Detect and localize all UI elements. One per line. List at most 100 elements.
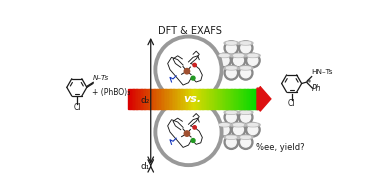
Bar	[156, 89, 158, 109]
Bar	[239, 89, 241, 109]
Bar	[238, 89, 240, 109]
Bar	[173, 89, 175, 109]
Bar	[198, 89, 200, 109]
Circle shape	[246, 122, 260, 137]
Bar	[228, 89, 230, 109]
Circle shape	[219, 125, 229, 135]
Circle shape	[156, 36, 222, 103]
Text: DFT & EXAFS: DFT & EXAFS	[158, 26, 222, 36]
Ellipse shape	[238, 66, 253, 70]
Bar	[196, 89, 198, 109]
Bar	[204, 89, 206, 109]
Ellipse shape	[233, 54, 244, 57]
Bar	[201, 89, 203, 109]
Ellipse shape	[226, 111, 236, 114]
Bar	[133, 89, 135, 109]
Bar	[128, 89, 131, 109]
Bar	[180, 89, 182, 109]
Ellipse shape	[238, 110, 253, 114]
Bar	[206, 89, 207, 109]
Bar	[222, 89, 224, 109]
Ellipse shape	[224, 66, 238, 70]
Text: Cl: Cl	[73, 103, 81, 112]
Circle shape	[238, 135, 253, 149]
Ellipse shape	[248, 54, 258, 57]
Bar	[207, 89, 209, 109]
Bar	[231, 89, 233, 109]
Circle shape	[224, 66, 238, 80]
Bar	[170, 89, 172, 109]
Bar	[144, 89, 147, 109]
Circle shape	[217, 53, 231, 68]
Circle shape	[231, 122, 246, 137]
Bar	[140, 89, 142, 109]
Bar	[230, 89, 232, 109]
Circle shape	[184, 68, 189, 74]
Bar	[153, 89, 154, 109]
Circle shape	[241, 112, 251, 122]
Bar	[209, 89, 211, 109]
Bar	[219, 89, 220, 109]
Bar	[189, 89, 191, 109]
Bar	[199, 89, 201, 109]
Bar	[185, 89, 186, 109]
Text: *: *	[307, 79, 311, 88]
Bar	[162, 89, 164, 109]
Bar	[242, 89, 245, 109]
Bar	[135, 89, 137, 109]
Circle shape	[156, 99, 222, 165]
Text: + (PhBO)₃: + (PhBO)₃	[92, 88, 131, 97]
Bar	[236, 89, 238, 109]
Circle shape	[224, 110, 238, 124]
Circle shape	[238, 41, 253, 55]
Circle shape	[241, 68, 251, 78]
Circle shape	[217, 122, 231, 137]
FancyArrow shape	[257, 87, 271, 111]
Bar	[132, 89, 134, 109]
Bar	[225, 89, 227, 109]
Ellipse shape	[217, 123, 231, 127]
Ellipse shape	[241, 136, 251, 139]
Bar	[175, 89, 177, 109]
Bar	[137, 89, 138, 109]
Text: Cl: Cl	[288, 99, 295, 108]
Bar	[246, 89, 248, 109]
Bar	[181, 89, 184, 109]
Bar	[159, 89, 161, 109]
Bar	[220, 89, 222, 109]
Ellipse shape	[241, 67, 251, 69]
Ellipse shape	[217, 53, 231, 57]
Circle shape	[231, 53, 246, 68]
Bar	[217, 89, 219, 109]
Circle shape	[248, 125, 258, 135]
Ellipse shape	[231, 123, 246, 127]
Text: N–Ts: N–Ts	[93, 75, 109, 81]
Bar	[146, 89, 148, 109]
Circle shape	[248, 56, 258, 65]
Ellipse shape	[246, 53, 260, 57]
Bar	[214, 89, 216, 109]
Bar	[154, 89, 156, 109]
Text: d₂: d₂	[141, 96, 150, 105]
Circle shape	[226, 137, 236, 147]
Text: d₁: d₁	[141, 162, 150, 171]
Bar	[241, 89, 243, 109]
Bar	[254, 89, 256, 109]
Bar	[167, 89, 169, 109]
Text: %ee, yield?: %ee, yield?	[256, 143, 304, 152]
Ellipse shape	[226, 136, 236, 139]
Ellipse shape	[233, 124, 244, 126]
Circle shape	[219, 56, 229, 65]
Ellipse shape	[226, 42, 236, 44]
Bar	[235, 89, 236, 109]
Bar	[143, 89, 145, 109]
Circle shape	[238, 66, 253, 80]
Circle shape	[241, 137, 251, 147]
Bar	[130, 89, 132, 109]
Ellipse shape	[224, 135, 238, 139]
Bar	[244, 89, 246, 109]
Circle shape	[191, 76, 195, 80]
Bar	[210, 89, 212, 109]
Bar	[191, 89, 193, 109]
Bar	[160, 89, 163, 109]
